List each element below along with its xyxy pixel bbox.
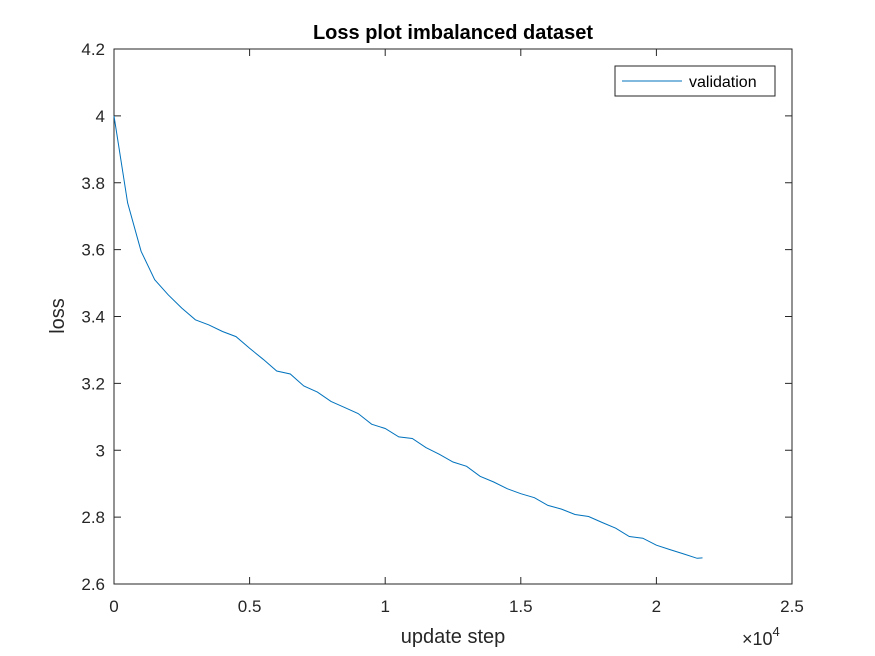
y-tick-label: 3.4 bbox=[81, 308, 105, 327]
x-exponent-power: 4 bbox=[773, 624, 780, 639]
x-tick-label: 1 bbox=[380, 597, 389, 616]
x-tick-label: 2 bbox=[652, 597, 661, 616]
x-exponent-base: 10 bbox=[753, 629, 773, 649]
x-exponent-prefix: × bbox=[742, 629, 753, 649]
y-tick-label: 3 bbox=[96, 441, 105, 460]
validation-line bbox=[113, 115, 703, 559]
legend-label: validation bbox=[689, 74, 757, 91]
y-tick-label: 3.6 bbox=[81, 241, 105, 260]
x-axis-exponent: ×104 bbox=[742, 624, 780, 649]
y-axis-label: loss bbox=[47, 298, 69, 334]
y-tick-label: 3.8 bbox=[81, 174, 105, 193]
y-tick-label: 4.2 bbox=[81, 40, 105, 59]
x-axis-label: update step bbox=[401, 626, 506, 648]
y-tick-label: 2.6 bbox=[81, 575, 105, 594]
y-tick-label: 4 bbox=[96, 107, 105, 126]
x-tick-label: 2.5 bbox=[780, 597, 804, 616]
chart-title: Loss plot imbalanced dataset bbox=[313, 22, 593, 44]
x-tick-label: 0 bbox=[109, 597, 118, 616]
x-tick-label: 0.5 bbox=[238, 597, 262, 616]
y-axis-ticks: 2.6 2.8 3 3.2 3.4 3.6 3.8 4 4.2 bbox=[81, 40, 792, 594]
x-axis-ticks: 0 0.5 1 1.5 2 2.5 bbox=[109, 49, 804, 616]
x-tick-label: 1.5 bbox=[509, 597, 533, 616]
legend: validation bbox=[614, 65, 776, 97]
plot-area bbox=[113, 48, 793, 585]
y-tick-label: 3.2 bbox=[81, 374, 105, 393]
y-tick-label: 2.8 bbox=[81, 508, 105, 527]
